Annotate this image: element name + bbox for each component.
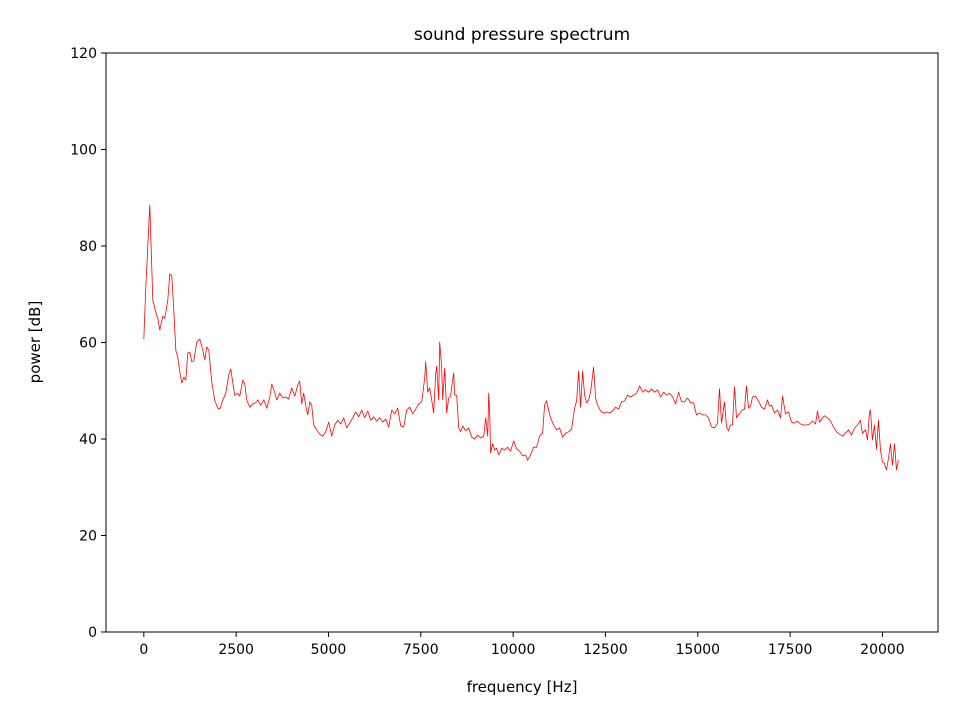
x-tick-label: 0 [139, 642, 148, 658]
x-tick-label: 2500 [218, 642, 254, 658]
y-tick-label: 100 [70, 143, 97, 159]
x-tick-label: 12500 [583, 642, 628, 658]
x-tick-label: 7500 [403, 642, 439, 658]
chart-title: sound pressure spectrum [414, 25, 630, 45]
y-tick-label: 120 [70, 46, 97, 62]
plot-area-frame [105, 52, 939, 633]
y-tick-label: 40 [79, 432, 97, 448]
y-tick-label: 80 [79, 239, 97, 255]
x-tick-label: 10000 [491, 642, 536, 658]
x-tick-label: 15000 [676, 642, 721, 658]
series-line [143, 204, 899, 471]
x-tick-label: 5000 [311, 642, 347, 658]
x-tick-label: 20000 [860, 642, 905, 658]
y-axis-label: power [dB] [26, 301, 44, 384]
x-tick-label: 17500 [768, 642, 813, 658]
y-tick-label: 0 [88, 625, 97, 641]
x-axis-label: frequency [Hz] [467, 678, 578, 696]
y-tick-label: 60 [79, 336, 97, 352]
y-tick-label: 20 [79, 529, 97, 545]
